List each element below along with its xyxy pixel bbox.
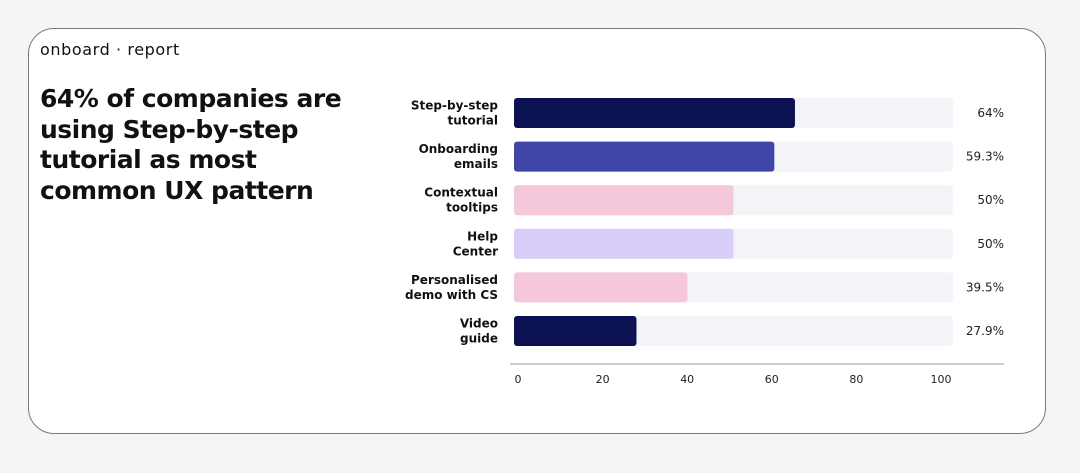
bar — [514, 141, 775, 172]
value-label: 50% — [977, 237, 1004, 251]
bar — [514, 98, 795, 128]
value-label: 27.9% — [966, 324, 1004, 338]
bar — [514, 228, 734, 259]
bar — [514, 316, 637, 346]
category-label: Video — [460, 317, 498, 331]
bar — [514, 272, 688, 303]
category-label: demo with CS — [405, 288, 498, 302]
category-label: tooltips — [446, 201, 498, 215]
value-label: 39.5% — [966, 280, 1004, 294]
value-label: 50% — [977, 193, 1004, 207]
bar — [514, 185, 734, 216]
x-tick-label: 40 — [680, 373, 694, 386]
category-label: Contextual — [424, 186, 498, 200]
category-label: Help — [467, 229, 498, 243]
x-tick-label: 0 — [515, 373, 522, 386]
brand-logo: onboard · report — [40, 40, 180, 59]
headline: 64% of companies are using Step-by-step … — [40, 84, 342, 205]
x-tick-label: 100 — [931, 373, 952, 386]
x-tick-label: 80 — [849, 373, 863, 386]
x-tick-label: 60 — [765, 373, 779, 386]
category-label: Step-by-step — [411, 99, 498, 113]
category-label: Personalised — [411, 273, 498, 287]
value-label: 64% — [977, 106, 1004, 120]
category-label: emails — [454, 157, 498, 171]
category-label: Center — [453, 244, 498, 258]
x-tick-label: 20 — [596, 373, 610, 386]
value-label: 59.3% — [966, 150, 1004, 164]
category-label: Onboarding — [419, 142, 498, 156]
category-label: guide — [460, 332, 498, 346]
category-label: tutorial — [447, 114, 498, 128]
